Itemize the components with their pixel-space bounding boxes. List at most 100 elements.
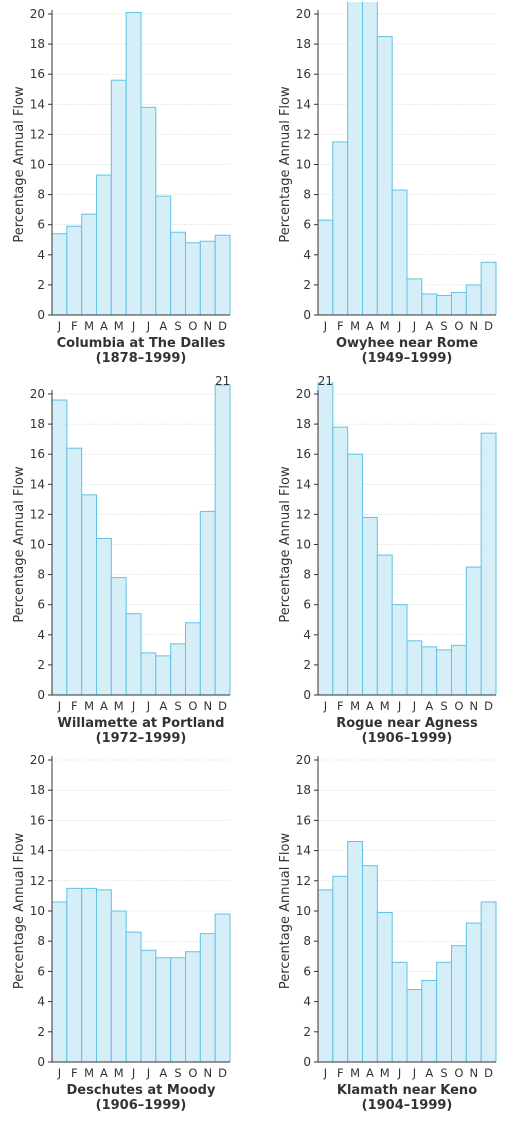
y-tick-label: 18 [30, 417, 45, 431]
bar-10 [185, 242, 201, 315]
bar-2 [332, 426, 349, 695]
month-label: M [84, 699, 94, 713]
month-label: D [218, 699, 227, 713]
y-tick-label: 6 [37, 964, 45, 978]
month-label: A [159, 319, 167, 333]
y-tick-label: 16 [30, 447, 45, 461]
y-tick-label: 16 [30, 813, 45, 827]
y-axis-label: Percentage Annual Flow [278, 86, 293, 243]
month-label: M [380, 319, 390, 333]
month-label: J [323, 319, 327, 333]
month-label: J [57, 1066, 61, 1080]
bar-6 [391, 189, 408, 315]
bar-12 [214, 234, 231, 315]
bar-4 [362, 2, 378, 315]
y-tick-label: 20 [30, 7, 45, 21]
bar-4 [362, 865, 378, 1062]
chart-title: Owyhee near Rome [336, 336, 478, 351]
bar-11 [465, 566, 482, 695]
bar-8 [155, 195, 172, 315]
bar-9 [170, 957, 187, 1062]
bars [317, 2, 497, 315]
month-label: M [114, 319, 124, 333]
month-label: J [323, 1066, 327, 1080]
bar-1 [317, 219, 334, 315]
bar-5 [110, 577, 127, 695]
month-label: M [350, 319, 360, 333]
y-tick-label: 10 [30, 904, 45, 918]
bar-12 [480, 261, 497, 315]
y-tick-label: 0 [303, 1055, 311, 1069]
bar-8 [155, 957, 172, 1062]
month-label: N [203, 319, 212, 333]
month-label: F [337, 319, 344, 333]
y-tick-label: 14 [30, 844, 45, 858]
month-label: J [146, 699, 150, 713]
bar-7 [406, 640, 423, 695]
y-axis-label: Percentage Annual Flow [278, 833, 293, 990]
month-label: D [218, 1066, 227, 1080]
y-tick-label: 0 [37, 688, 45, 702]
bar-10 [451, 291, 467, 315]
y-axis-label: Percentage Annual Flow [12, 86, 27, 243]
bar-6 [125, 931, 142, 1062]
y-tick-label: 4 [303, 995, 311, 1009]
y-tick-label: 4 [303, 628, 311, 642]
month-label: M [350, 699, 360, 713]
y-tick-label: 8 [303, 934, 311, 948]
month-label: D [484, 699, 493, 713]
month-label: A [366, 699, 374, 713]
peak-annotation: 21 [215, 374, 230, 388]
month-label: M [380, 1066, 390, 1080]
y-tick-label: 10 [30, 158, 45, 172]
y-tick-label: 2 [303, 278, 311, 292]
y-tick-label: 18 [296, 37, 311, 51]
y-tick-label: 16 [296, 67, 311, 81]
bar-9 [436, 961, 452, 1062]
month-label: O [188, 319, 197, 333]
bar-6 [391, 604, 408, 695]
bar-2 [66, 887, 83, 1062]
month-label: N [203, 1066, 212, 1080]
bar-9 [436, 649, 452, 695]
y-tick-label: 12 [30, 507, 45, 521]
y-tick-label: 4 [37, 995, 45, 1009]
y-tick-label: 20 [296, 7, 311, 21]
y-tick-label: 20 [30, 753, 45, 767]
y-tick-label: 18 [30, 37, 45, 51]
bar-9 [170, 231, 187, 315]
y-tick-label: 14 [296, 844, 311, 858]
bar-6 [391, 961, 408, 1062]
month-label: A [100, 699, 108, 713]
y-axis-label: Percentage Annual Flow [12, 833, 27, 990]
bar-11 [199, 240, 216, 315]
bar-7 [406, 278, 423, 315]
y-tick-label: 20 [296, 753, 311, 767]
month-label: J [131, 1066, 135, 1080]
month-label: J [412, 699, 416, 713]
y-tick-label: 20 [30, 387, 45, 401]
y-tick-label: 12 [296, 127, 311, 141]
y-tick-label: 0 [37, 308, 45, 322]
bar-8 [155, 655, 172, 695]
bar-3 [347, 841, 363, 1062]
chart-title: Columbia at The Dalles [57, 336, 226, 351]
y-tick-label: 12 [296, 507, 311, 521]
y-axis-label: Percentage Annual Flow [12, 466, 27, 623]
y-tick-label: 18 [296, 783, 311, 797]
bar-5 [376, 554, 393, 695]
chart-subtitle: (1878–1999) [96, 351, 187, 366]
bar-10 [185, 951, 201, 1062]
y-tick-label: 14 [296, 477, 311, 491]
bar-2 [66, 447, 83, 695]
bar-4 [362, 516, 378, 695]
bar-7 [140, 949, 157, 1062]
y-tick-label: 14 [296, 97, 311, 111]
y-tick-label: 12 [30, 127, 45, 141]
y-tick-label: 6 [303, 964, 311, 978]
month-label: J [397, 1066, 401, 1080]
bar-3 [347, 453, 363, 695]
